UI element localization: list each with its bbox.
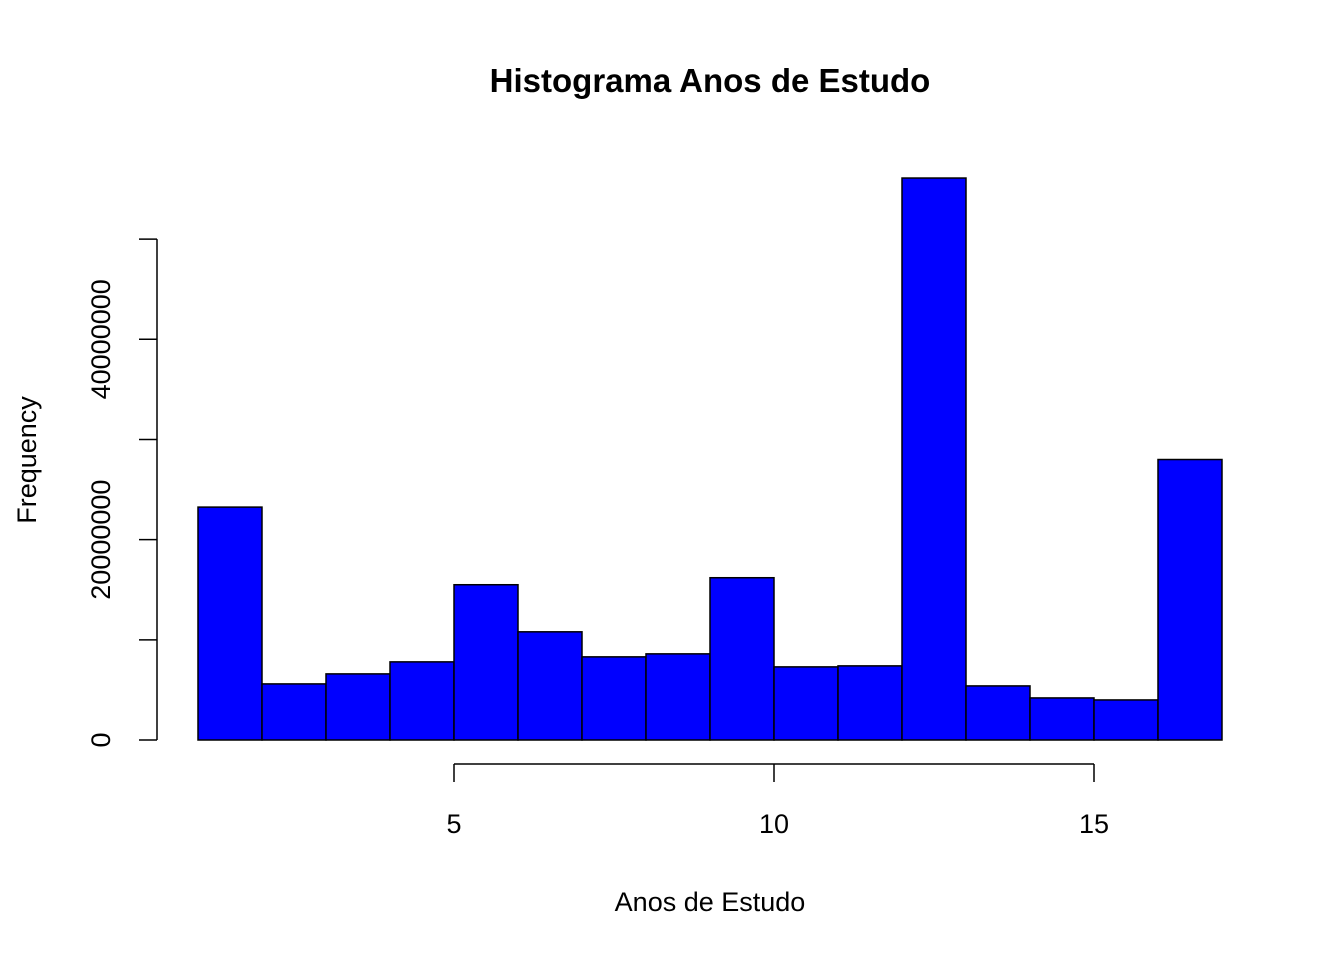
chart-title: Histograma Anos de Estudo	[490, 62, 931, 99]
bar	[837, 665, 903, 741]
y-tick-label: 20000000	[86, 480, 116, 600]
x-tick-label: 15	[1079, 809, 1109, 839]
x-axis-label: Anos de Estudo	[615, 887, 806, 917]
x-tick-label: 10	[759, 809, 789, 839]
bar	[453, 583, 519, 741]
bar	[901, 177, 967, 741]
y-tick-label: 40000000	[86, 279, 116, 399]
bar	[517, 631, 583, 741]
y-axis-label: Frequency	[12, 396, 42, 524]
x-tick-label: 5	[446, 809, 461, 839]
bar	[1029, 697, 1095, 741]
bar	[197, 506, 263, 741]
bar	[581, 656, 647, 741]
bar	[261, 683, 327, 741]
bar	[1093, 699, 1159, 741]
bar	[389, 661, 455, 741]
y-tick-label: 0	[86, 732, 116, 747]
bar	[1157, 458, 1223, 741]
bar	[965, 685, 1031, 741]
bar	[773, 666, 839, 741]
bar	[645, 653, 711, 741]
bar	[325, 673, 391, 741]
bar	[709, 576, 775, 741]
